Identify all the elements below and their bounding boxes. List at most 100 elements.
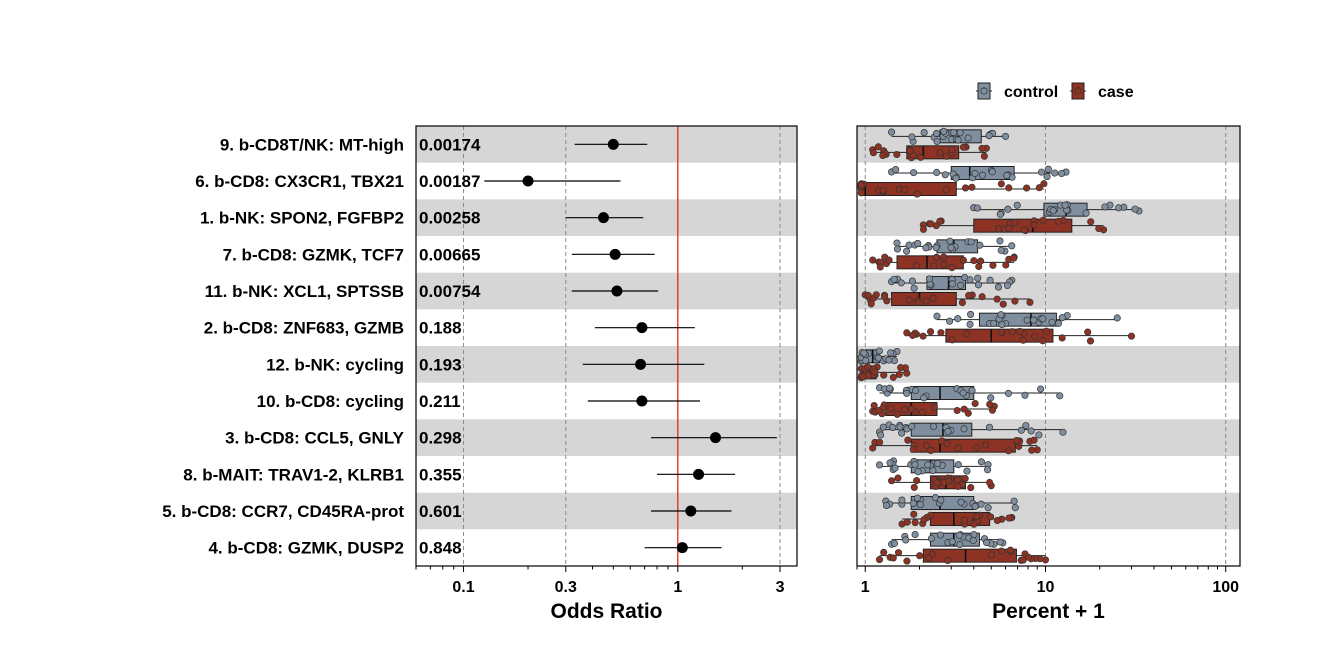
control-sample-point: [913, 494, 922, 502]
control-sample-point: [964, 134, 972, 142]
case-sample-point: [971, 399, 979, 408]
case-sample-point: [1005, 224, 1013, 232]
control-sample-point: [933, 168, 941, 177]
control-sample-point: [996, 210, 1004, 218]
percent-panel: 1 10 100 Percent + 1: [856, 125, 1241, 623]
control-sample-point: [1017, 426, 1025, 434]
control-sample-point: [910, 169, 918, 177]
or-point: [635, 358, 647, 370]
control-sample-point: [885, 384, 894, 392]
case-sample-point: [867, 300, 875, 308]
pvalue-label: 0.355: [419, 465, 462, 484]
row-label: 7. b-CD8: GZMK, TCF7: [223, 245, 404, 264]
case-sample-point: [954, 444, 962, 452]
case-sample-point: [895, 370, 903, 379]
control-sample-point: [1027, 427, 1035, 435]
control-sample-point: [1003, 281, 1011, 289]
control-sample-point: [1113, 314, 1121, 322]
control-sample-point: [1058, 314, 1066, 322]
case-sample-point: [1040, 180, 1048, 188]
control-sample-point: [996, 538, 1004, 546]
control-sample-point: [946, 237, 954, 245]
control-sample-point: [952, 174, 960, 182]
case-sample-point: [942, 186, 950, 194]
case-sample-point: [859, 373, 867, 381]
control-sample-point: [893, 245, 902, 253]
case-sample-point: [880, 292, 889, 301]
control-sample-point: [882, 501, 891, 510]
case-sample-point: [903, 518, 911, 526]
case-sample-point: [876, 438, 884, 446]
case-sample-point: [913, 477, 921, 485]
control-sample-point: [1039, 315, 1047, 323]
case-sample-point: [910, 510, 918, 518]
case-sample-point: [909, 152, 917, 160]
control-sample-point: [905, 241, 913, 249]
control-sample-point: [985, 423, 993, 431]
control-sample-point: [908, 277, 916, 285]
case-sample-point: [872, 291, 880, 299]
case-sample-point: [875, 406, 883, 415]
case-sample-point: [1026, 298, 1034, 306]
control-sample-point: [932, 244, 940, 252]
case-sample-point: [869, 149, 877, 157]
control-sample-point: [987, 394, 995, 402]
control-sample-point: [897, 279, 905, 287]
control-sample-point: [933, 312, 941, 320]
control-sample-point: [976, 241, 984, 249]
case-sample-point: [880, 371, 888, 379]
pct-tick-label: 1: [861, 579, 870, 596]
legend-label-control: control: [1004, 84, 1058, 101]
or-tick-label: 0.3: [555, 579, 577, 596]
case-sample-point: [978, 144, 986, 152]
pct-panel-frame: [856, 125, 1241, 567]
case-sample-point: [944, 556, 952, 565]
control-sample-point: [898, 496, 906, 504]
pvalue-label: 0.00665: [419, 245, 480, 264]
case-sample-point: [857, 189, 865, 197]
control-sample-point: [860, 349, 868, 357]
control-sample-point: [973, 204, 981, 212]
case-sample-point: [936, 217, 944, 225]
case-sample-point: [965, 291, 973, 300]
case-sample-point: [889, 373, 897, 381]
control-sample-point: [1021, 391, 1029, 399]
case-sample-point: [1028, 446, 1036, 454]
control-sample-point: [960, 425, 968, 433]
control-sample-point: [974, 274, 982, 282]
row-label: 12. b-NK: cycling: [266, 355, 404, 374]
case-sample-point: [999, 300, 1007, 308]
case-sample-point: [1031, 333, 1039, 341]
case-sample-point: [1039, 337, 1047, 345]
case-sample-point: [961, 474, 969, 483]
control-sample-point: [1061, 201, 1069, 209]
control-sample-point: [1030, 316, 1038, 324]
case-sample-point: [953, 476, 962, 484]
case-sample-point: [988, 551, 996, 559]
control-sample-point: [985, 132, 993, 140]
control-sample-point: [1037, 168, 1046, 176]
case-sample-point: [964, 409, 972, 417]
control-sample-point: [1051, 169, 1059, 177]
control-sample-point: [963, 467, 971, 475]
case-sample-point: [1058, 334, 1066, 342]
pct-tick-label: 10: [1037, 579, 1055, 596]
case-sample-point: [913, 262, 921, 270]
control-sample-point: [955, 531, 963, 539]
control-sample-point: [920, 394, 928, 402]
control-sample-point: [889, 423, 897, 431]
case-sample-point: [978, 293, 986, 301]
case-sample-point: [911, 519, 919, 527]
case-sample-point: [993, 516, 1001, 525]
case-sample-point: [894, 474, 902, 482]
case-sample-point: [927, 220, 935, 228]
control-sample-point: [933, 137, 941, 146]
or-tick-label: 3: [776, 579, 785, 596]
control-sample-point: [1101, 203, 1109, 211]
pvalue-label: 0.848: [419, 539, 462, 558]
control-sample-point: [977, 458, 985, 466]
control-sample-point: [890, 539, 899, 547]
case-sample-point: [919, 332, 927, 340]
pvalue-label: 0.00754: [419, 282, 481, 301]
